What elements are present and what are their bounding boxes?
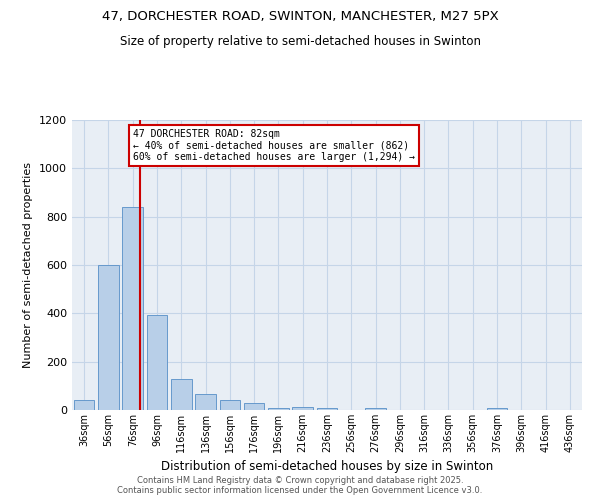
Bar (74, 400, 94, 410)
Bar (171, 378, 191, 410)
Bar (487, 408, 508, 410)
Text: Contains HM Land Registry data © Crown copyright and database right 2025.
Contai: Contains HM Land Registry data © Crown c… (118, 476, 482, 495)
Bar (244, 404, 265, 410)
Bar (195, 394, 216, 410)
X-axis label: Distribution of semi-detached houses by size in Swinton: Distribution of semi-detached houses by … (161, 460, 493, 473)
Y-axis label: Number of semi-detached properties: Number of semi-detached properties (23, 162, 34, 368)
Bar (220, 400, 240, 410)
Bar (292, 407, 313, 410)
Bar (122, 207, 143, 410)
Bar (146, 314, 167, 410)
Text: Size of property relative to semi-detached houses in Swinton: Size of property relative to semi-detach… (119, 35, 481, 48)
Bar (268, 408, 289, 410)
Text: 47, DORCHESTER ROAD, SWINTON, MANCHESTER, M27 5PX: 47, DORCHESTER ROAD, SWINTON, MANCHESTER… (101, 10, 499, 23)
Text: 47 DORCHESTER ROAD: 82sqm
← 40% of semi-detached houses are smaller (862)
60% of: 47 DORCHESTER ROAD: 82sqm ← 40% of semi-… (133, 128, 415, 162)
Bar (317, 408, 337, 410)
Bar (365, 408, 386, 410)
Bar (98, 265, 119, 410)
